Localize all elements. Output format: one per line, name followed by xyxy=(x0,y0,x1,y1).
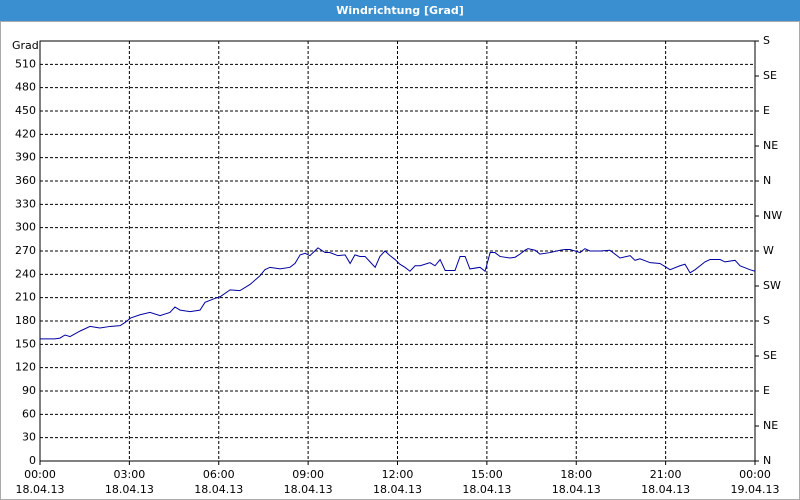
y-tick-label: 510 xyxy=(15,57,36,70)
y2-tick-label: E xyxy=(763,104,770,117)
y2-tick-label: NW xyxy=(763,209,782,222)
y2-tick-label: N xyxy=(763,174,771,187)
y-axis-label: Grad xyxy=(12,39,39,52)
y-tick-label: 420 xyxy=(15,127,36,140)
x-tick-label: 09:00 18.04.13 xyxy=(283,468,333,496)
y2-tick-label: NE xyxy=(763,139,778,152)
y-tick-label: 30 xyxy=(22,431,36,444)
plot-border xyxy=(39,40,756,462)
y2-tick-label: W xyxy=(763,244,774,257)
y-tick-label: 240 xyxy=(15,267,36,280)
y2-tick-label: SE xyxy=(763,349,777,362)
x-tick-label: 00:00 19.04.13 xyxy=(730,468,780,496)
x-tick-label: 21:00 18.04.13 xyxy=(641,468,691,496)
y-tick-label: 180 xyxy=(15,314,36,327)
x-tick-label: 15:00 18.04.13 xyxy=(462,468,512,496)
chart-title: Windrichtung [Grad] xyxy=(0,0,800,21)
y-tick-label: 150 xyxy=(15,337,36,350)
y-tick-label: 210 xyxy=(15,291,36,304)
y-tick-label: 270 xyxy=(15,244,36,257)
x-tick-label: 06:00 18.04.13 xyxy=(194,468,244,496)
y2-tick-label: SW xyxy=(763,279,781,292)
y2-tick-label: N xyxy=(763,454,771,467)
y-tick-label: 330 xyxy=(15,197,36,210)
y-tick-label: 300 xyxy=(15,221,36,234)
frame xyxy=(0,21,800,500)
y-tick-label: 480 xyxy=(15,81,36,94)
y2-tick-label: S xyxy=(763,314,770,327)
y-tick-label: 0 xyxy=(29,454,36,467)
y2-tick-label: NE xyxy=(763,419,778,432)
y2-tick-label: E xyxy=(763,384,770,397)
y-tick-label: 90 xyxy=(22,384,36,397)
y-tick-label: 360 xyxy=(15,174,36,187)
y-tick-label: 450 xyxy=(15,104,36,117)
y2-tick-label: SE xyxy=(763,69,777,82)
x-tick-label: 00:00 18.04.13 xyxy=(15,468,65,496)
x-tick-label: 03:00 18.04.13 xyxy=(104,468,154,496)
y2-tick-label: S xyxy=(763,34,770,47)
y-tick-label: 390 xyxy=(15,151,36,164)
y-tick-label: 60 xyxy=(22,407,36,420)
y-tick-label: 120 xyxy=(15,361,36,374)
x-tick-label: 18:00 18.04.13 xyxy=(551,468,601,496)
x-tick-label: 12:00 18.04.13 xyxy=(373,468,422,496)
data-line xyxy=(40,247,756,340)
